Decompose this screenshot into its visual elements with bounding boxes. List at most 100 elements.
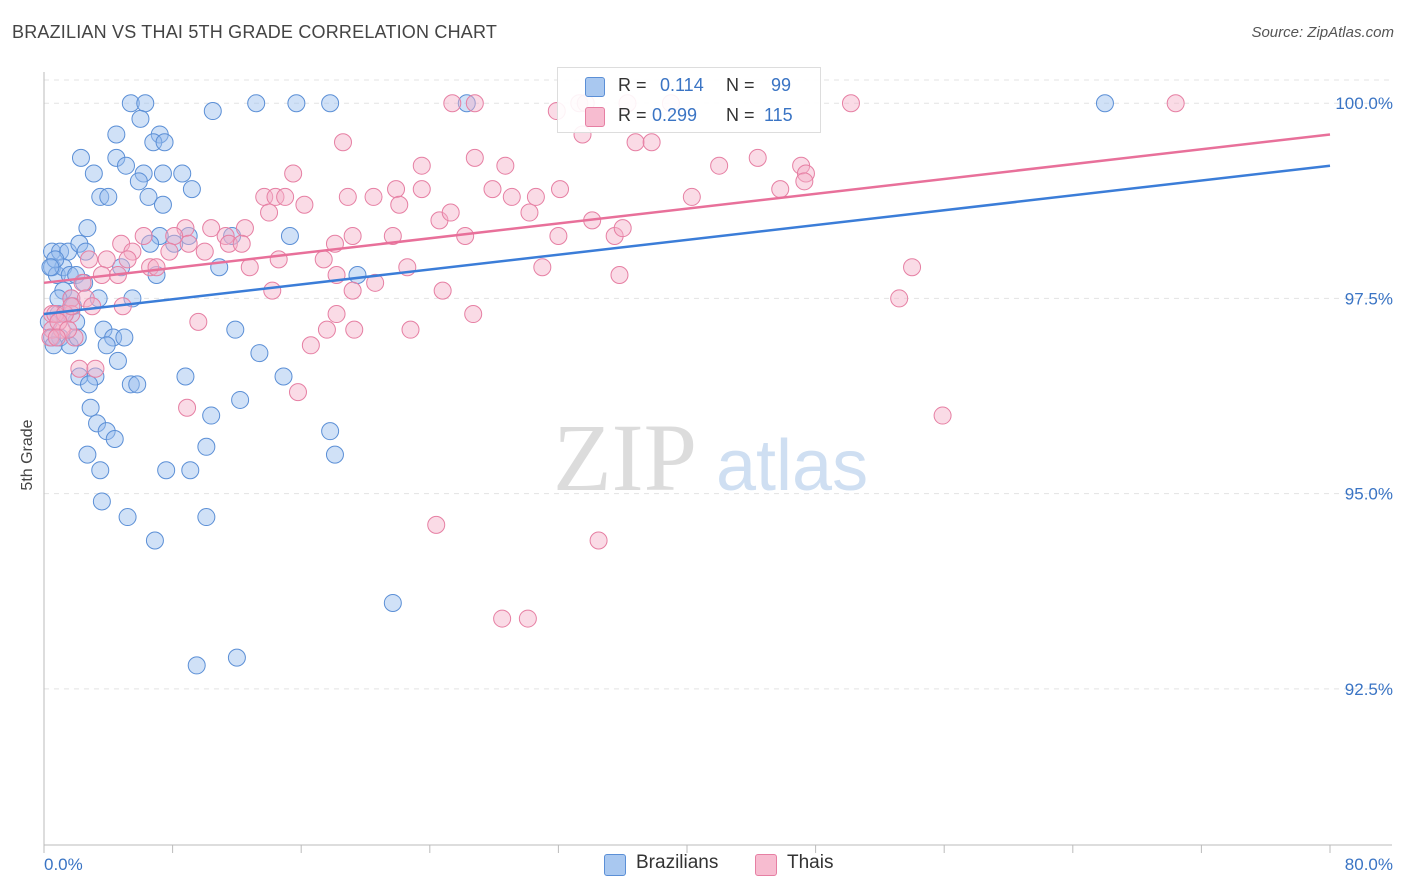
point-thais xyxy=(387,180,406,199)
point-thais xyxy=(443,94,462,113)
point-thais xyxy=(464,305,483,324)
point-brazilians xyxy=(250,344,269,363)
point-thais xyxy=(41,328,60,347)
point-thais xyxy=(710,156,729,175)
point-thais xyxy=(903,258,922,277)
point-brazilians xyxy=(107,148,126,167)
legend-r-value-brazilians: 0.114 xyxy=(660,75,704,95)
point-thais xyxy=(97,250,116,269)
point-brazilians xyxy=(78,445,97,464)
point-thais xyxy=(520,203,539,222)
point-brazilians xyxy=(84,164,103,183)
point-brazilians xyxy=(227,648,246,667)
point-brazilians xyxy=(231,390,250,409)
point-thais xyxy=(465,148,484,167)
y-tick-label: 95.0% xyxy=(1345,485,1393,504)
point-thais xyxy=(551,180,570,199)
point-brazilians xyxy=(321,422,340,441)
point-thais xyxy=(195,242,214,261)
point-thais xyxy=(343,281,362,300)
point-thais xyxy=(483,180,502,199)
x-tick-label-min: 0.0% xyxy=(44,855,83,874)
point-brazilians xyxy=(108,351,127,370)
point-thais xyxy=(771,180,790,199)
axis-layer xyxy=(43,72,1392,853)
point-thais xyxy=(147,258,166,277)
point-thais xyxy=(549,226,568,245)
point-brazilians xyxy=(321,94,340,113)
point-thais xyxy=(202,219,221,238)
legend-r-value-thais: 0.299 xyxy=(652,105,698,125)
point-thais xyxy=(383,226,402,245)
y-tick-label: 100.0% xyxy=(1335,94,1393,113)
point-brazilians xyxy=(81,398,100,417)
point-brazilians xyxy=(173,164,192,183)
point-brazilians xyxy=(383,593,402,612)
point-thais xyxy=(496,156,515,175)
point-brazilians xyxy=(91,461,110,480)
point-brazilians xyxy=(157,461,176,480)
point-thais xyxy=(118,250,137,269)
point-thais xyxy=(364,187,383,206)
point-brazilians xyxy=(116,156,135,175)
point-brazilians xyxy=(247,94,266,113)
point-thais xyxy=(502,187,521,206)
legend-row-brazilians: R = 0.114 N = 99 xyxy=(558,71,820,101)
point-brazilians xyxy=(226,320,245,339)
point-brazilians xyxy=(176,367,195,386)
point-thais xyxy=(80,250,99,269)
trend-layer xyxy=(43,133,1331,316)
point-thais xyxy=(263,281,282,300)
point-thais xyxy=(314,250,333,269)
point-brazilians xyxy=(129,172,148,191)
point-thais xyxy=(796,164,815,183)
point-thais xyxy=(189,312,208,331)
point-brazilians xyxy=(88,414,107,433)
point-brazilians xyxy=(41,258,60,277)
legend-r-label: R = xyxy=(618,105,647,125)
point-brazilians xyxy=(203,102,222,121)
point-thais xyxy=(589,531,608,550)
legend-n-value-thais: 115 xyxy=(764,105,793,125)
watermark-zip: ZIP xyxy=(553,404,697,511)
point-thais xyxy=(179,234,198,253)
series-layer xyxy=(39,94,1185,675)
point-thais xyxy=(235,219,254,238)
point-thais xyxy=(343,226,362,245)
point-brazilians xyxy=(97,336,116,355)
point-brazilians xyxy=(181,461,200,480)
point-thais xyxy=(526,187,545,206)
point-brazilians xyxy=(121,94,140,113)
point-thais xyxy=(232,234,251,253)
point-thais xyxy=(62,289,81,308)
point-thais xyxy=(366,273,385,292)
legend-n-value-brazilians: 99 xyxy=(771,75,792,95)
point-brazilians xyxy=(70,367,89,386)
point-thais xyxy=(610,266,629,285)
point-thais xyxy=(47,328,66,347)
point-thais xyxy=(427,515,446,534)
point-thais xyxy=(642,133,661,152)
point-thais xyxy=(134,226,153,245)
point-brazilians xyxy=(325,445,344,464)
point-brazilians xyxy=(187,656,206,675)
point-brazilians xyxy=(280,226,299,245)
point-thais xyxy=(493,609,512,628)
legend-n-label: N = xyxy=(726,75,755,95)
trendline-thais xyxy=(43,133,1331,285)
point-brazilians xyxy=(145,531,164,550)
chart-source: Source: ZipAtlas.com xyxy=(1251,24,1394,41)
point-thais xyxy=(327,305,346,324)
series-thais xyxy=(41,94,1185,628)
y-tick-label: 92.5% xyxy=(1345,680,1393,699)
point-thais xyxy=(178,398,197,417)
point-brazilians xyxy=(197,508,216,527)
bottom-swatch-brazilians xyxy=(604,854,626,876)
bottom-legend-label-thais: Thais xyxy=(787,852,834,873)
point-thais xyxy=(933,406,952,425)
point-brazilians xyxy=(121,375,140,394)
point-thais xyxy=(626,133,645,152)
point-thais xyxy=(345,320,364,339)
point-thais xyxy=(682,187,701,206)
point-thais xyxy=(70,359,89,378)
